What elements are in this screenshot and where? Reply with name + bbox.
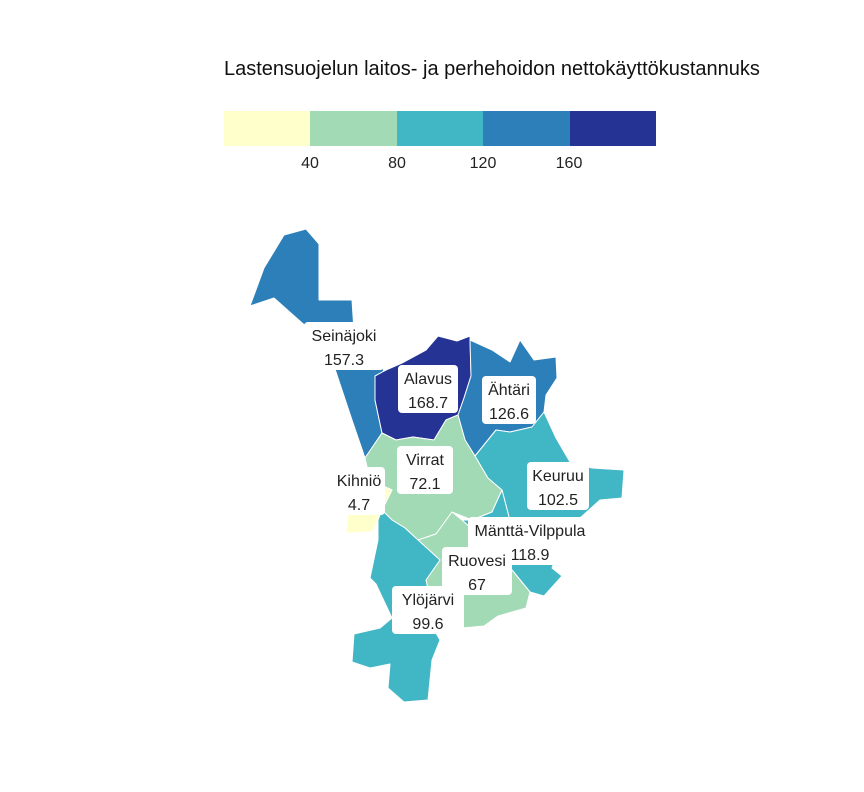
region-name: Mänttä-Vilppula [475,523,586,540]
region-label: Keuruu 102.5 [527,462,589,510]
region-label: Ylöjärvi 99.6 [392,586,464,634]
map-title: Lastensuojelun laitos- ja perhehoidon ne… [224,58,760,80]
region-value: 102.5 [538,492,578,509]
region-label-box [398,365,458,413]
region-name: Virrat [406,452,444,469]
region-name: Ylöjärvi [402,592,454,609]
region-name: Alavus [404,371,452,388]
region-value: 4.7 [348,497,370,514]
region-name: Kihniö [337,473,382,490]
region-name: Seinäjoki [312,328,377,345]
labels-layer: Seinäjoki 157.3 Alavus 168.7 Ähtäri 126.6 Virr… [304,322,592,634]
legend-swatch [483,111,570,146]
legend-swatch [569,111,657,146]
region-value: 118.9 [511,547,550,564]
region-name: Keuruu [532,468,584,485]
region-value: 157.3 [324,352,364,369]
color-legend [224,111,657,146]
region-label-box [392,586,464,634]
region-label: Kihniö 4.7 [333,467,385,515]
region-label: Ruovesi 67 [442,547,512,595]
legend-swatch [224,111,311,146]
legend-tick-label: 120 [469,155,497,172]
region-label-box [442,547,512,595]
legend-tick-label: 80 [388,155,406,172]
region-label: Seinäjoki 157.3 [304,322,384,370]
region-label-box [397,446,453,494]
region-label-box [527,462,589,510]
legend-swatch [310,111,397,146]
region-value: 72.1 [409,476,440,493]
region-value: 126.6 [489,406,529,423]
region-label-box [333,467,385,515]
region-name: Ähtäri [488,381,530,399]
region-value: 168.7 [408,395,448,412]
region-label-box [482,376,536,424]
legend-tick-label: 40 [301,155,319,172]
region-label: Alavus 168.7 [398,365,458,413]
region-value: 99.6 [412,616,443,633]
legend-tick-label: 160 [555,155,583,172]
region-name: Ruovesi [448,553,506,570]
region-label: Ähtäri 126.6 [482,376,536,424]
region-value: 67 [468,577,486,594]
region-label-box [304,322,384,370]
region-label: Virrat 72.1 [397,446,453,494]
legend-swatch [396,111,484,146]
